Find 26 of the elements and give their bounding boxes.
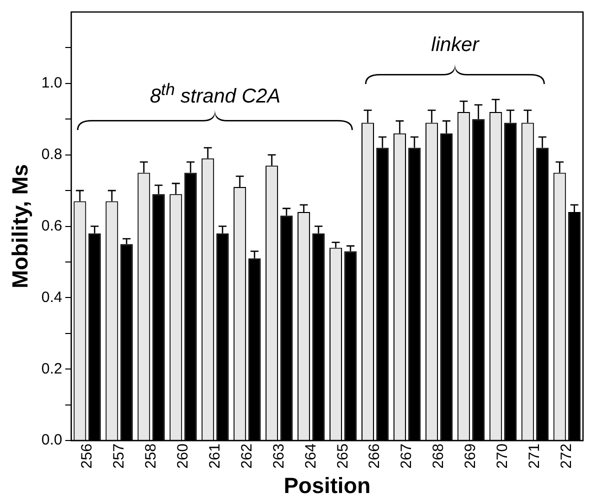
annotation: 8$^{th}$ strand C2A — [150, 80, 280, 110]
y-tick-label: 0.6 — [41, 217, 62, 234]
x-tick-label: 271 — [526, 444, 544, 469]
x-tick-label: 270 — [494, 444, 512, 469]
y-axis-title: Mobility, Ms — [7, 164, 32, 288]
x-tick-label: 264 — [302, 444, 320, 469]
x-tick-label: 258 — [142, 444, 160, 469]
x-tick-label: 272 — [558, 444, 576, 469]
x-tick-label: 268 — [430, 444, 448, 469]
x-tick-label: 256 — [78, 444, 96, 469]
y-tick-label: 1.0 — [41, 74, 62, 92]
y-tick-label: 0.2 — [41, 360, 62, 378]
y-tick-label: 0.4 — [41, 288, 62, 306]
x-tick-label: 265 — [334, 444, 352, 469]
x-tick-label: 263 — [270, 444, 288, 469]
x-tick-label: 257 — [110, 444, 128, 469]
x-axis-title: Position — [284, 472, 371, 498]
x-tick-label: 261 — [206, 444, 224, 469]
x-tick-label: 262 — [238, 444, 256, 469]
x-tick-label: 260 — [174, 444, 192, 469]
x-tick-label: 269 — [462, 444, 480, 469]
x-tick-label: 267 — [398, 444, 416, 469]
y-tick-label: 0.8 — [41, 146, 62, 163]
annotation: linker — [431, 34, 479, 57]
x-tick-label: 266 — [366, 444, 384, 469]
y-tick-label: 0.0 — [41, 432, 62, 449]
